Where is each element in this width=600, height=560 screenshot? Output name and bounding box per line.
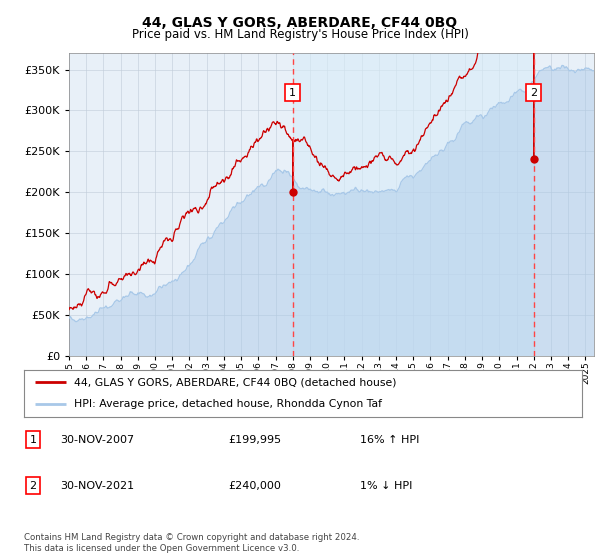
Text: 16% ↑ HPI: 16% ↑ HPI — [360, 435, 419, 445]
Text: £199,995: £199,995 — [228, 435, 281, 445]
Text: 44, GLAS Y GORS, ABERDARE, CF44 0BQ: 44, GLAS Y GORS, ABERDARE, CF44 0BQ — [142, 16, 458, 30]
Text: 2: 2 — [29, 480, 37, 491]
Text: 1: 1 — [289, 87, 296, 97]
Text: 1: 1 — [29, 435, 37, 445]
Text: 1% ↓ HPI: 1% ↓ HPI — [360, 480, 412, 491]
Text: 30-NOV-2021: 30-NOV-2021 — [60, 480, 134, 491]
Text: Price paid vs. HM Land Registry's House Price Index (HPI): Price paid vs. HM Land Registry's House … — [131, 28, 469, 41]
Text: Contains HM Land Registry data © Crown copyright and database right 2024.
This d: Contains HM Land Registry data © Crown c… — [24, 533, 359, 553]
Text: 30-NOV-2007: 30-NOV-2007 — [60, 435, 134, 445]
Text: HPI: Average price, detached house, Rhondda Cynon Taf: HPI: Average price, detached house, Rhon… — [74, 399, 382, 409]
Bar — [293, 53, 534, 356]
Text: 2: 2 — [530, 87, 538, 97]
Text: £240,000: £240,000 — [228, 480, 281, 491]
Text: 44, GLAS Y GORS, ABERDARE, CF44 0BQ (detached house): 44, GLAS Y GORS, ABERDARE, CF44 0BQ (det… — [74, 377, 397, 388]
